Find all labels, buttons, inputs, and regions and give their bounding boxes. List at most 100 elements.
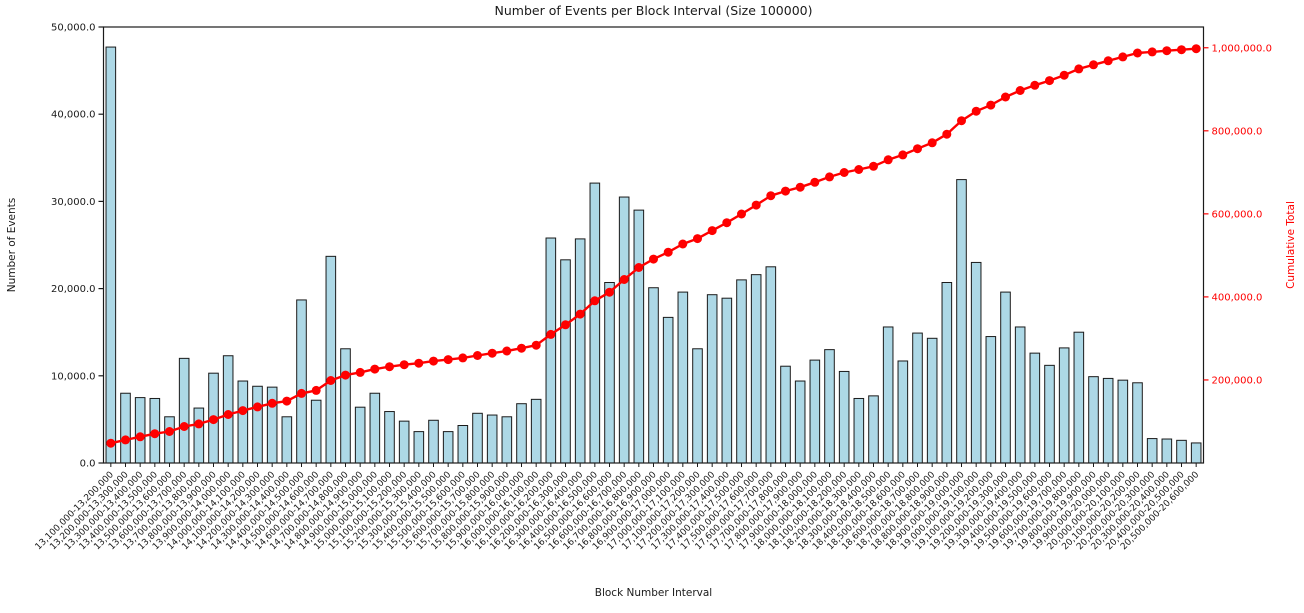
bar — [1044, 364, 1055, 464]
bar — [1029, 352, 1041, 464]
bar — [838, 370, 850, 464]
bar — [780, 365, 791, 464]
bar — [222, 355, 234, 464]
y-left-tick-label: 10,000.0 — [51, 371, 96, 382]
cumulative-marker — [854, 165, 864, 174]
cumulative-marker — [957, 116, 966, 126]
cumulative-marker — [1162, 46, 1172, 56]
cumulative-marker — [341, 370, 350, 380]
cumulative-marker — [223, 410, 233, 419]
cumulative-marker — [150, 429, 160, 439]
bar — [457, 425, 469, 464]
cumulative-marker — [458, 353, 468, 363]
bar — [237, 380, 249, 464]
cumulative-marker — [883, 155, 893, 165]
cumulative-marker — [590, 296, 600, 306]
cumulative-marker — [751, 200, 761, 210]
bar — [604, 282, 615, 464]
y-left-tick-label: 30,000.0 — [51, 197, 96, 208]
cumulative-marker — [194, 419, 204, 429]
x-axis: 13,100,000-13,200,00013,200,000-13,300,0… — [34, 463, 1201, 552]
cumulative-marker — [722, 218, 732, 228]
bar — [340, 348, 351, 464]
cumulative-marker — [1177, 45, 1186, 55]
cumulative-marker — [605, 287, 614, 297]
bar — [252, 385, 263, 464]
cumulative-marker — [575, 309, 585, 319]
bar — [178, 357, 190, 464]
cumulative-marker — [986, 100, 996, 110]
bar — [912, 332, 923, 464]
bar — [824, 349, 835, 464]
cumulative-marker — [370, 364, 380, 374]
bar — [472, 412, 483, 464]
cumulative-marker — [678, 239, 688, 249]
cumulative-marker — [942, 129, 952, 139]
y-axis-left: 0.0 10,000.0 20,000.0 30,000.0 40,000.0 50,00… — [51, 23, 104, 470]
cumulative-marker — [546, 329, 556, 339]
cumulative-marker — [1074, 64, 1084, 74]
cumulative-marker — [429, 356, 438, 366]
cumulative-marker — [121, 435, 130, 445]
cumulative-marker — [1191, 44, 1201, 54]
y-right-tick-label: 400,000.0 — [1212, 292, 1263, 303]
x-axis-title: Block Number Interval — [595, 587, 712, 599]
cumulative-marker — [502, 346, 512, 356]
bar — [794, 380, 806, 464]
cumulative-marker — [913, 144, 922, 154]
cumulative-marker — [825, 172, 834, 182]
cumulative-marker — [1133, 48, 1142, 58]
bar — [296, 299, 307, 464]
bar — [706, 294, 718, 464]
bar — [897, 360, 909, 464]
y-right-tick-label: 1,000,000.0 — [1212, 43, 1272, 54]
bar — [164, 416, 175, 464]
chart-title: Number of Events per Block Interval (Siz… — [495, 3, 813, 18]
bar — [1176, 439, 1187, 464]
bar — [662, 316, 674, 464]
y-right-tick-label: 200,000.0 — [1212, 375, 1263, 386]
cumulative-marker — [267, 398, 277, 408]
bar — [574, 238, 586, 464]
cumulative-marker — [179, 422, 189, 431]
cumulative-marker — [209, 415, 218, 425]
y-left-tick-label: 40,000.0 — [51, 110, 96, 121]
cumulative-marker — [297, 388, 306, 398]
bar — [442, 431, 454, 464]
cumulative-marker — [707, 226, 717, 236]
bar — [941, 282, 953, 464]
y-right-tick-label: 600,000.0 — [1212, 209, 1263, 220]
cumulative-marker — [810, 177, 820, 187]
bar — [516, 403, 527, 464]
cumulative-marker — [326, 376, 336, 385]
cumulative-marker — [1118, 52, 1128, 62]
cumulative-marker — [781, 186, 790, 196]
cumulative-marker — [927, 138, 937, 148]
cumulative-marker — [1045, 76, 1054, 86]
cumulative-marker — [795, 182, 805, 192]
cumulative-marker — [561, 320, 570, 330]
bar — [266, 386, 278, 464]
bar — [868, 395, 879, 464]
bar — [589, 182, 601, 464]
bar — [501, 416, 513, 464]
bar — [1014, 326, 1026, 464]
cumulative-marker — [517, 343, 526, 353]
cumulative-marker — [487, 348, 497, 358]
cumulative-marker — [869, 161, 878, 171]
cumulative-marker — [385, 362, 394, 372]
cumulative-marker — [165, 427, 174, 436]
cumulative-marker — [414, 358, 424, 368]
bar — [428, 419, 439, 464]
cumulative-marker — [1015, 86, 1025, 95]
cumulative-marker — [1147, 47, 1157, 57]
bar — [1088, 376, 1099, 464]
bar — [1146, 438, 1158, 464]
y-axis-title-right: Cumulative Total — [1285, 201, 1297, 289]
bar — [633, 209, 645, 464]
bar — [1190, 442, 1202, 464]
bar — [105, 46, 117, 464]
bar — [486, 414, 498, 464]
